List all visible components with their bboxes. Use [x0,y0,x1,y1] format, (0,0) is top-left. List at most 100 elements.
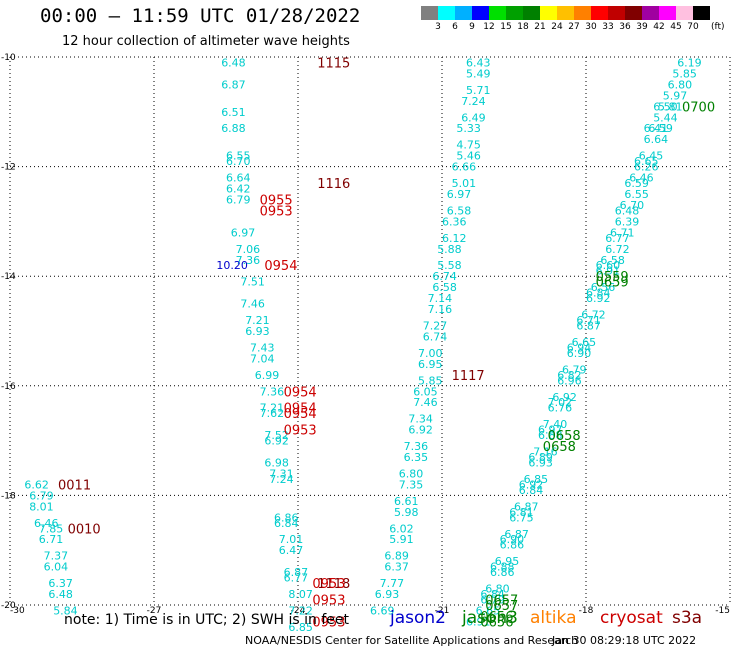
swh-value: 7.21 [260,402,285,415]
swh-value: 6.35 [404,451,429,464]
swh-value: 6.45 [639,150,664,163]
time-label: 0011 [58,478,91,493]
swh-value: 6.92 [586,292,611,305]
swh-value: 6.48 [221,56,246,69]
swh-value: 6.19 [677,56,702,69]
swh-value: 5.33 [456,122,481,135]
swh-value: 7.37 [44,550,69,563]
swh-value: 6.76 [548,402,573,415]
time-label: 0954 [284,402,317,417]
swh-value: 6.64 [644,133,669,146]
swh-value: 6.80 [485,583,510,596]
swh-value: 6.37 [384,561,409,574]
swh-value: 7.14 [428,292,453,305]
legend-swatch [591,6,608,20]
swh-value: 5.84 [53,604,77,617]
swh-value: 7.24 [461,95,486,108]
swh-value: 6.46 [34,517,59,530]
time-label: 0953 [312,577,345,592]
x-tick-label: -24 [291,606,306,616]
swh-value: 6.92 [264,435,289,448]
swh-value: 6.87 [576,320,601,333]
swh-value: 6.74 [432,270,457,283]
time-label: 0657 [485,594,518,609]
swh-value: 7.34 [408,413,433,426]
swh-value: 6.56 [591,281,616,294]
legend-swatch [540,6,557,20]
legend-swatch [438,6,455,20]
legend-label: 33 [602,22,614,32]
swh-value: 7.36 [236,254,261,267]
timestamp-text: Jan 30 08:29:18 UTC 2022 [552,634,697,647]
swh-value: 7.36 [260,385,285,398]
legend-label: 27 [568,22,580,32]
time-label: 0656 [480,615,513,630]
swh-value: 6.71 [576,314,601,327]
y-tick-label: -14 [1,272,16,282]
swh-value: 6.90 [500,533,524,546]
legend-swatch [472,6,489,20]
swh-value: 6.77 [605,232,630,245]
swh-value: 6.79 [480,594,505,607]
swh-value: 7.02 [548,396,573,409]
time-label: 0954 [284,385,317,400]
time-label: 0010 [68,522,101,537]
y-tick-label: -16 [1,382,16,392]
swh-value: 7.36 [404,440,429,453]
legend-label: 24 [551,22,563,32]
swh-value: 6.50 [653,100,678,113]
swh-value: 7.22 [288,604,313,617]
swh-value: 6.84 [519,484,544,497]
swh-value: 6.82 [557,369,582,382]
swh-value: 7.16 [533,446,558,459]
legend-swatch [557,6,574,20]
swh-value: 6.92 [408,424,433,437]
swh-value: 6.48 [615,204,640,217]
swh-value: 6.70 [620,199,645,212]
swh-value: 6.75 [509,511,534,524]
swh-value: 6.47 [279,544,304,557]
swh-value: 5.85 [672,67,697,80]
swh-value: 7.27 [423,320,448,333]
swh-value: 6.93 [375,588,400,601]
swh-value: 6.77 [284,572,309,585]
swh-value: 6.97 [447,188,472,201]
swh-value: 6.95 [495,555,520,568]
swh-value: 5.01 [452,177,477,190]
y-tick-label: -10 [1,53,16,63]
swh-value: 5.44 [653,111,678,124]
axis-tick-labels: -30 -27 -24 -21 -18 -15 -10 -12 -14 -16 -18 -20 [1,53,730,616]
swh-value: 6.62 [24,478,49,491]
legend-swatch [608,6,625,20]
swh-value: 7.21 [245,314,270,327]
swh-value: 7.46 [413,396,438,409]
swh-value: 7.46 [240,298,265,311]
swh-value: 6.92 [552,391,577,404]
legend-swatch [676,6,693,20]
swh-value: 5.85 [418,374,443,387]
time-labels: 1115070011160955095309540559065911170954… [58,56,715,630]
swh-value: 7.62 [260,407,285,420]
swh-value: 6.99 [255,369,279,382]
swh-value: 6.59 [624,177,649,190]
swh-value: 6.92 [519,478,544,491]
time-label: 1115 [317,56,350,71]
time-label: 0658 [548,429,581,444]
time-label: 0953 [260,204,293,219]
legend-label: 36 [619,22,631,32]
swh-value: 6.66 [452,161,477,174]
legend-label: 21 [534,22,546,32]
time-label: 1118 [317,577,350,592]
swh-value: 6.43 [466,56,491,69]
swh-value: 4.75 [456,139,481,152]
legend-label: 12 [483,22,495,32]
time-label: 0953 [284,424,317,439]
swh-value: 6.80 [668,78,693,91]
legend-swatch [455,6,472,20]
swh-value: 7.85 [39,522,64,535]
swh-value: 7.24 [269,473,294,486]
swh-value: 6.05 [413,385,438,398]
x-tick-label: -18 [579,606,594,616]
swh-value: 6.87 [284,566,309,579]
swh-value: 6.58 [600,254,625,267]
